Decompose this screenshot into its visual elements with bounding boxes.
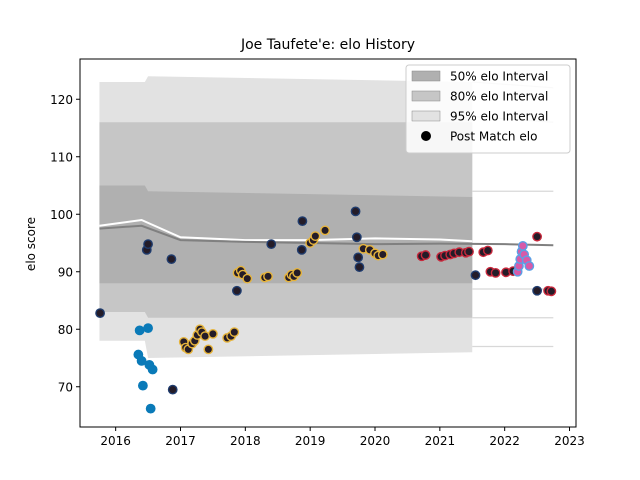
legend-label: 80% elo Interval (450, 90, 548, 104)
post-match-point (147, 364, 158, 375)
legend-swatch (411, 110, 441, 122)
legend-label: 50% elo Interval (450, 70, 548, 84)
post-match-point (517, 240, 528, 251)
y-tick-label: 110 (50, 150, 73, 164)
y-axis-label: elo score (24, 217, 38, 271)
post-match-point (524, 261, 535, 271)
y-tick-label: 80 (58, 323, 73, 337)
match-series-2 (178, 225, 388, 355)
axes: 2016 2017 2018 2019 2020 2021 2022 2023 70 80 90 10… (50, 58, 585, 448)
y-tick-label: 100 (50, 208, 73, 222)
match-series-0 (95, 206, 542, 395)
x-tick-label: 2021 (425, 434, 456, 448)
x-tick-label: 2019 (295, 434, 326, 448)
post-match-point (470, 270, 481, 281)
y-tick-label: 70 (58, 380, 73, 394)
post-match-point (351, 232, 362, 243)
x-tick-label: 2022 (489, 434, 520, 448)
band-50 (99, 185, 473, 284)
post-match-point (167, 384, 178, 395)
post-match-point (266, 239, 277, 250)
post-match-point (166, 254, 177, 265)
post-match-point (353, 252, 364, 263)
legend-box (405, 64, 571, 154)
post-match-point (136, 355, 147, 366)
x-tick-label: 2020 (360, 434, 391, 448)
post-match-point (232, 285, 242, 296)
post-match-point (263, 271, 273, 282)
plot-frame (79, 58, 577, 428)
post-match-point (297, 216, 308, 227)
chart-title: Joe Taufete'e: elo History (240, 37, 415, 53)
legend-marker (421, 131, 431, 141)
post-match-point (242, 273, 253, 284)
post-match-point (490, 267, 501, 278)
post-match-point (292, 267, 303, 278)
post-match-point (137, 380, 148, 391)
post-match-point (320, 225, 330, 236)
post-match-point (350, 206, 361, 217)
legend-label: Post Match elo (450, 130, 537, 144)
post-match-point (208, 328, 218, 339)
x-tick-label: 2016 (100, 434, 131, 448)
post-match-point (143, 323, 153, 333)
post-match-point (296, 244, 307, 255)
post-match-point (229, 327, 240, 338)
x-tick-label: 2017 (165, 434, 196, 448)
post-match-point (95, 308, 105, 319)
post-match-point (546, 286, 557, 297)
post-match-point (532, 231, 542, 242)
post-match-point (134, 325, 145, 336)
match-series-4 (512, 240, 535, 277)
legend-swatch (411, 90, 441, 102)
post-match-point (143, 239, 153, 250)
post-match-point (310, 231, 321, 242)
legend-label: 95% elo Interval (450, 110, 548, 124)
post-match-point (203, 344, 214, 355)
match-series-1 (133, 323, 158, 414)
plot-area (95, 76, 557, 414)
y-tick-label: 90 (58, 265, 73, 279)
x-tick-label: 2018 (230, 434, 261, 448)
post-match-point (145, 403, 156, 414)
post-match-point (420, 250, 431, 260)
x-tick-label: 2023 (554, 434, 585, 448)
mean-elo-line-0 (99, 218, 473, 243)
post-match-point (377, 249, 388, 260)
post-match-point (464, 246, 474, 257)
post-match-point (532, 285, 542, 296)
y-tick-label: 120 (50, 93, 73, 107)
post-match-point (482, 245, 493, 256)
post-match-point (354, 262, 365, 273)
legend-swatch (411, 70, 441, 82)
legend: 50% elo Interval 80% elo Interval 95% elo … (405, 64, 571, 154)
